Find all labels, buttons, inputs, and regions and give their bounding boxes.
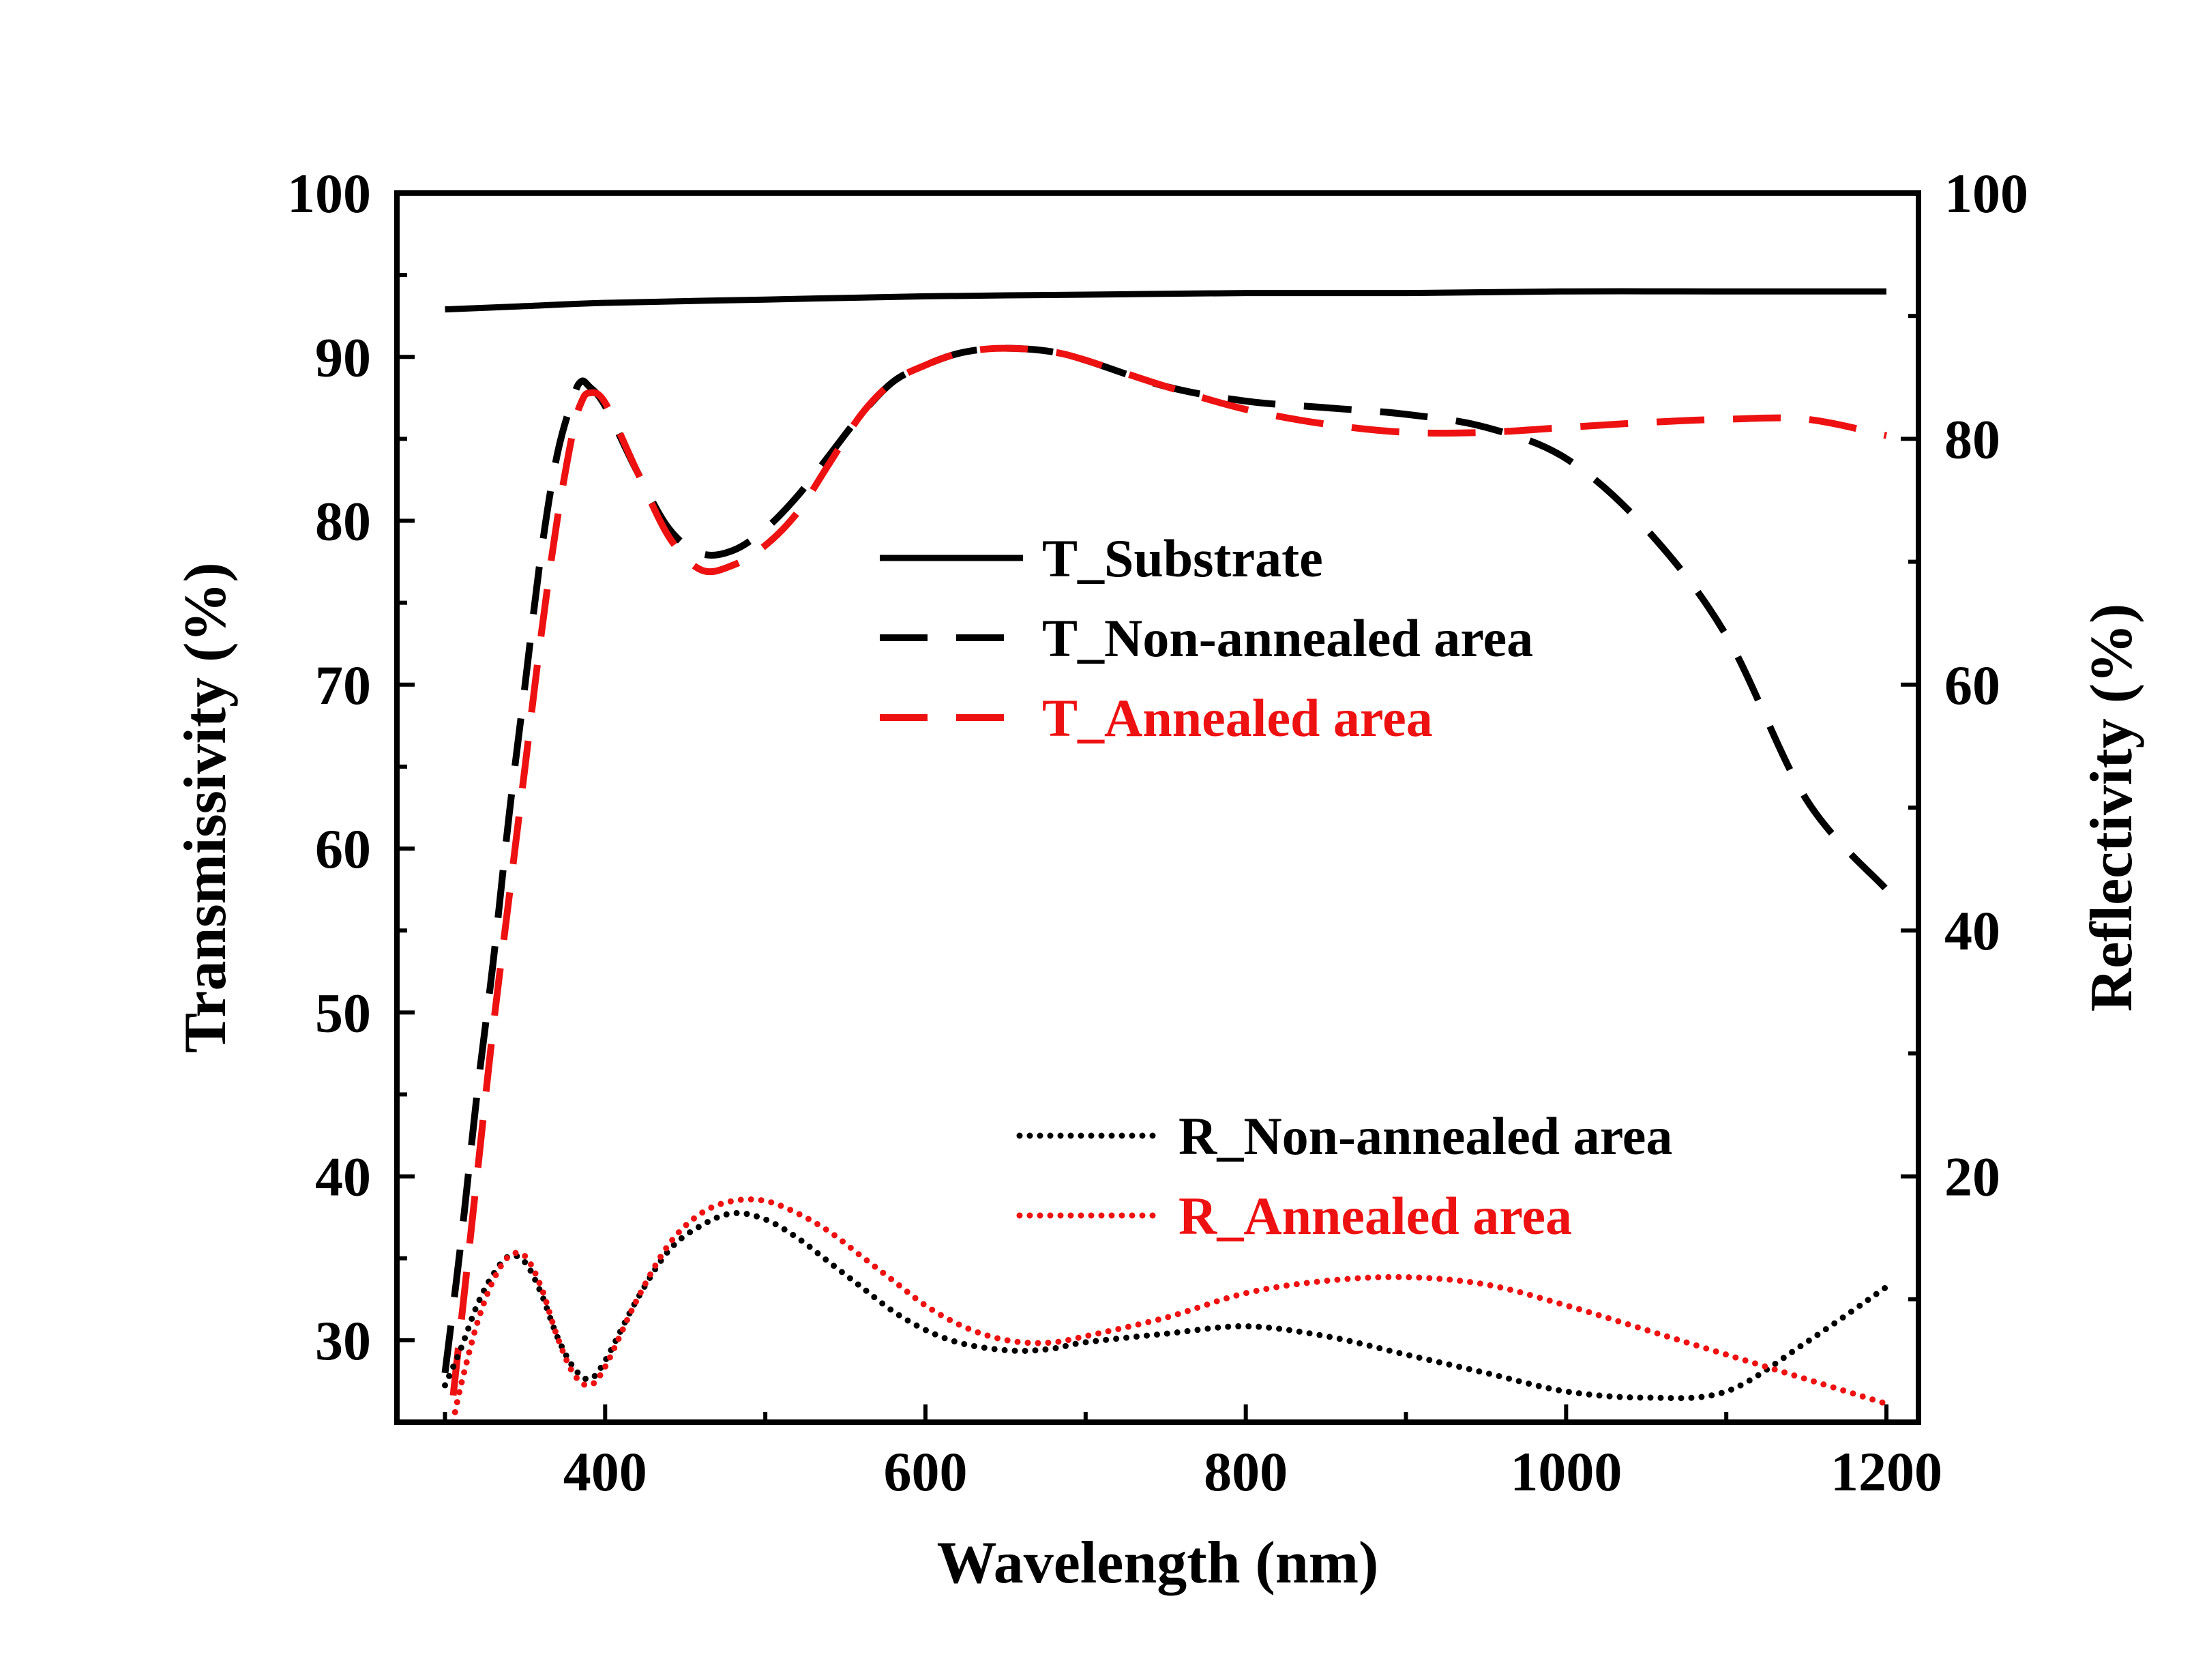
y2-tick-label: 60 [1944,654,2000,716]
labels-layer: 400 600 800 1000 1200 30 40 50 60 70 80 90 100 20 40 60… [287,162,2028,1503]
y-axis-title: Transmissivity (%) [173,562,239,1052]
x-tick-label: 400 [563,1441,647,1503]
legend-label: T_Annealed area [1042,688,1433,748]
y2-tick-label: 80 [1944,408,2000,470]
y-tick-label: 40 [315,1146,371,1208]
series-line-t-substrate [445,288,1886,313]
series-layer [441,288,1890,1422]
legend: T_Substrate T_Non-annealed area T_Annealed… [880,529,1672,1246]
y-tick-label: 50 [315,982,371,1044]
y2-axis-title: Reflectivity (%) [2079,604,2145,1012]
legend-label: T_Substrate [1042,529,1323,588]
legend-label: T_Non-annealed area [1042,608,1533,668]
y-tick-label: 90 [315,326,371,388]
series-line-t-non-annealed-area [441,344,1889,1374]
y2-tick-label: 100 [1944,162,2028,224]
x-tick-label: 1000 [1510,1441,1622,1503]
y-tick-label: 30 [315,1310,371,1372]
x-tick-label: 1200 [1830,1441,1942,1503]
x-tick-label: 600 [883,1441,967,1503]
y-tick-label: 70 [315,654,371,716]
ticks-layer [397,191,1918,1424]
series-line-r-non-annealed-area [442,1209,1890,1402]
x-tick-label: 800 [1204,1441,1288,1503]
series-line-t-annealed-area [447,344,1888,1422]
y-tick-label: 100 [287,162,371,224]
plot-frame [394,190,1921,1425]
legend-label: R_Annealed area [1178,1186,1572,1246]
y2-tick-label: 20 [1944,1146,2000,1208]
x-axis-title: Wavelength (nm) [937,1530,1379,1596]
legend-label: R_Non-annealed area [1178,1106,1672,1166]
y2-tick-label: 40 [1944,900,2000,962]
y-tick-label: 60 [315,818,371,880]
y-tick-label: 80 [315,490,371,552]
series-line-r-annealed-area [449,1196,1890,1422]
